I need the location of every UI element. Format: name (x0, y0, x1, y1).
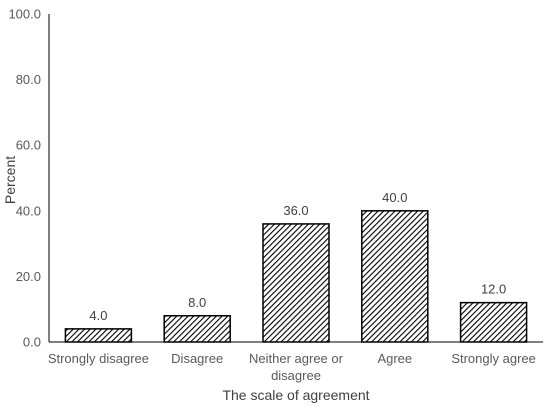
x-category-label: Strongly disagree (48, 351, 149, 366)
x-axis-title: The scale of agreement (222, 387, 369, 403)
bar (262, 223, 330, 343)
y-tick-label: 100.0 (8, 7, 41, 22)
data-labels-group: 4.0 8.0 36.0 40.0 12.0 (89, 190, 506, 323)
x-category-label: Strongly agree (451, 351, 536, 366)
y-tick-label: 60.0 (16, 138, 41, 153)
y-tick-label: 80.0 (16, 72, 41, 87)
x-category-label: Disagree (171, 351, 223, 366)
y-axis-title: Percent (2, 156, 18, 204)
bar (64, 328, 133, 343)
x-category-label: Neither agree or (249, 351, 344, 366)
bars-group (64, 210, 528, 343)
bar-value-label: 36.0 (283, 203, 308, 218)
y-axis-ticks: 0.0 20.0 40.0 60.0 80.0 100.0 (8, 7, 41, 350)
bar-value-label: 8.0 (188, 295, 206, 310)
x-axis-labels: Strongly disagree Disagree Neither agree o… (48, 351, 536, 383)
y-tick-label: 0.0 (23, 335, 41, 350)
y-tick-label: 40.0 (16, 203, 41, 218)
x-category-label: Agree (377, 351, 412, 366)
bar (361, 210, 429, 343)
x-category-label: disagree (271, 368, 321, 383)
bar (163, 315, 231, 343)
bar-value-label: 40.0 (382, 190, 407, 205)
bar-value-label: 4.0 (89, 308, 107, 323)
y-tick-label: 20.0 (16, 269, 41, 284)
bar-value-label: 12.0 (481, 282, 506, 297)
bar (459, 301, 528, 343)
